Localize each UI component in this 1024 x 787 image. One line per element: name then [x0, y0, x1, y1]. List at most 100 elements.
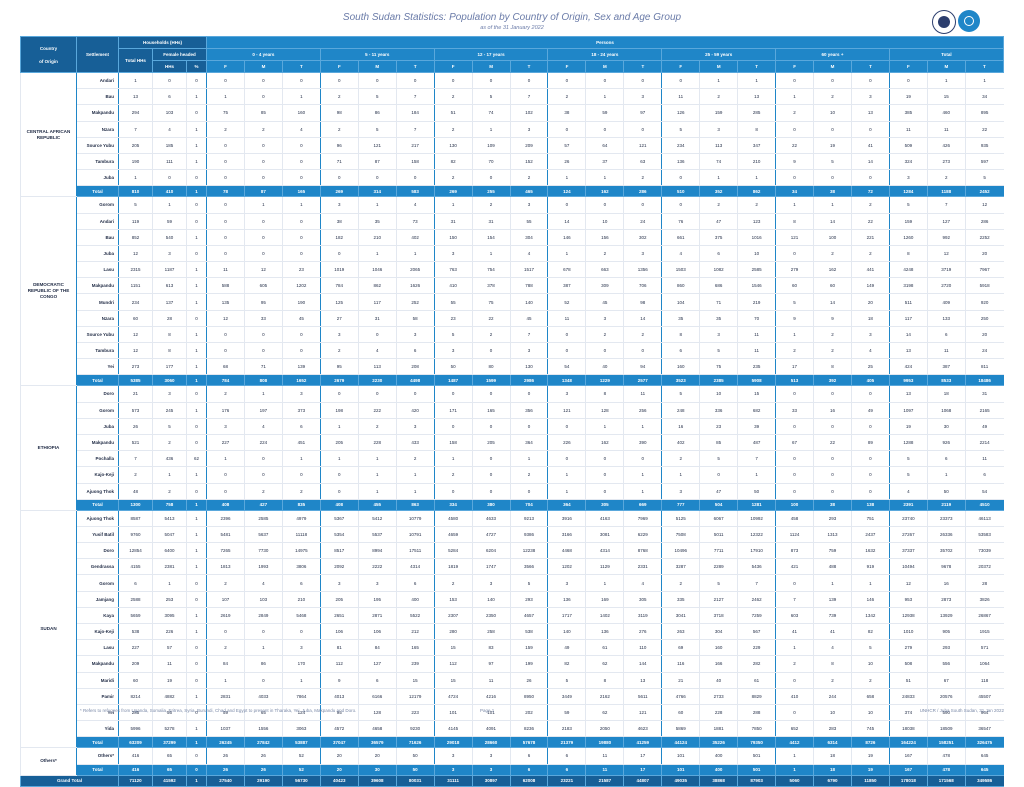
table-cell: 205 [118, 137, 153, 154]
table-cell: 1599 [471, 374, 511, 387]
table-cell: 352 [699, 185, 738, 198]
table-cell: 8533 [926, 374, 966, 387]
table-cell: 24833 [888, 688, 928, 705]
table-cell: 176 [206, 402, 245, 419]
table-cell: 2331 [623, 558, 662, 576]
table-cell: 2 [813, 88, 852, 106]
table-cell: 10 [737, 245, 776, 263]
table-cell: 85 [699, 434, 738, 452]
table-cell: 95 [319, 704, 359, 722]
table-cell: 6 [281, 574, 321, 592]
table-cell: 8 [775, 213, 814, 230]
table-cell: 4 [243, 574, 283, 592]
table-cell: 4033 [243, 688, 283, 705]
table-cell: 118 [964, 672, 1004, 689]
table-cell: 52 [547, 293, 586, 311]
table-cell: 458 [775, 509, 814, 527]
table-cell: 5 [118, 196, 153, 214]
table-cell: 0 [243, 229, 283, 246]
table-cell: 421 [775, 558, 814, 576]
table-cell: 0 [775, 483, 814, 500]
table-cell: 1 [547, 245, 586, 263]
table-cell: 1 [185, 402, 207, 419]
table-cell: 154 [471, 229, 511, 246]
table-cell: 1 [243, 196, 283, 214]
table-cell: 11850 [850, 775, 890, 787]
table-cell: 2 [775, 342, 814, 360]
table-cell: 0 [206, 153, 245, 171]
table-cell: 3523 [661, 374, 700, 387]
table-cell: 1 [775, 764, 814, 776]
table-cell: 2350 [471, 607, 511, 625]
table-cell: 23 [433, 310, 473, 327]
table-cell: 2 [433, 121, 473, 138]
table-cell: 2679 [319, 374, 359, 387]
table-row: Maridi 60 19 0 1 0 1 9 6 15 15 11 26 5 8 13 21 40 61 0 2 2 51 6… [21, 672, 1004, 689]
table-cell: 11 [623, 385, 662, 403]
country-cell: SUDAN [20, 509, 77, 749]
table-cell: 35 [357, 213, 397, 230]
table-cell: 3041 [661, 607, 700, 625]
sex-header: M [357, 60, 397, 73]
table-cell: 2127 [699, 591, 738, 608]
table-cell: 501 [737, 747, 776, 765]
table-cell: 10 [850, 655, 890, 673]
sex-header: M [471, 60, 511, 73]
table-cell: 0 [509, 71, 548, 90]
table-cell: 4580 [433, 509, 473, 527]
table-cell: 385 [888, 104, 928, 122]
table-cell: 86 [243, 655, 283, 673]
table-cell: 758 [152, 499, 187, 511]
table-cell: 2651 [319, 607, 359, 625]
table-cell: 784 [319, 277, 359, 295]
table-cell: 273 [118, 358, 153, 376]
table-cell: 5284 [433, 542, 473, 560]
table-cell: 0 [206, 466, 245, 484]
table-cell: 20 [357, 747, 397, 765]
table-cell: 2396 [206, 509, 245, 527]
table-cell: 9230 [395, 720, 435, 738]
table-cell: 1402 [585, 607, 624, 625]
settlement-cell: Juba [76, 245, 119, 263]
table-cell: 12322 [737, 526, 776, 544]
table-cell: 451 [281, 434, 321, 452]
table-cell: 7864 [281, 688, 321, 705]
table-cell: 121 [623, 704, 662, 722]
table-cell: 1 [185, 526, 207, 544]
table-cell: 2381 [152, 558, 187, 576]
table-cell: 0 [433, 483, 473, 500]
table-cell: 0 [775, 704, 814, 722]
table-cell: 1 [281, 450, 321, 468]
table-cell: 3 [281, 639, 321, 657]
table-cell: 140 [547, 623, 586, 641]
table-cell: 11 [926, 342, 966, 360]
sex-header: F [547, 60, 587, 73]
table-cell: 1881 [699, 720, 738, 738]
table-cell: 100 [813, 229, 852, 246]
table-cell: 10992 [737, 509, 776, 527]
table-cell: 2849 [243, 607, 283, 625]
table-cell: 9213 [509, 509, 548, 527]
table-cell: 8 [585, 385, 624, 403]
table-cell: 645 [964, 747, 1004, 765]
table-cell: 57 [547, 137, 586, 154]
settlement-cell: Yida [76, 720, 119, 738]
table-cell: 68 [206, 358, 245, 376]
table-cell: 7 [509, 88, 548, 106]
table-cell: 0 [206, 245, 245, 263]
group-total-row: Total 1300 758 1 408 427 835 408 455 863 334 380 704… [21, 499, 1004, 511]
table-cell: 511 [888, 293, 928, 311]
table-cell: 22 [850, 213, 890, 230]
table-row: Others* Others* 416 65 0 26 26 52 20 20 50 3 3 6 6 11 17… [20, 747, 1004, 776]
table-cell: 0 [850, 385, 890, 403]
table-cell: 0 [281, 153, 321, 171]
table-cell: 926 [926, 434, 966, 452]
table-cell: 8 [813, 358, 852, 376]
table-cell: 808 [243, 374, 283, 387]
table-cell: 52 [281, 764, 321, 776]
table-cell: 375 [699, 229, 738, 246]
table-cell: 212 [395, 623, 435, 641]
table-row: Jamjang 2588 253 0 107 103 210 205 195 400 153 140 2… [21, 591, 1004, 608]
table-cell: 5 [152, 418, 187, 435]
table-cell: 0 [585, 196, 624, 214]
